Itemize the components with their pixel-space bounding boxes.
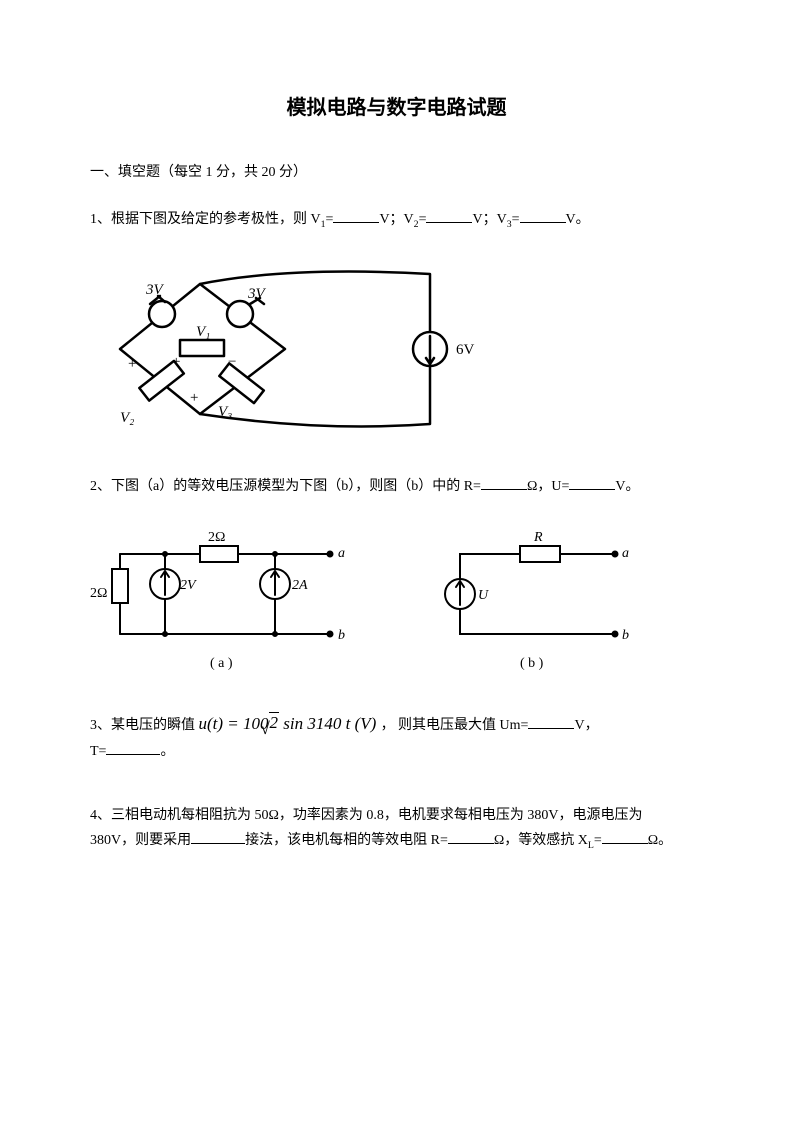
plus: + <box>190 390 198 406</box>
txt: 接法，该电机每相的等效电阻 R= <box>245 833 448 848</box>
label: 3V <box>247 286 267 302</box>
blank <box>481 476 527 490</box>
txt: ， 则其电压最大值 Um= <box>381 718 529 733</box>
blank <box>528 715 574 729</box>
blank <box>569 476 615 490</box>
blank <box>602 830 648 844</box>
plus: + <box>172 354 180 370</box>
label: b <box>338 628 345 643</box>
blank <box>333 209 379 223</box>
sqrt: 2 <box>269 712 280 732</box>
question-1: 1、根据下图及给定的参考极性，则 V1=V；V2=V；V3=V。 <box>90 207 703 233</box>
section-header: 一、填空题（每空 1 分，共 20 分） <box>90 160 703 185</box>
eq: = <box>419 212 427 227</box>
txt: V。 <box>566 212 590 227</box>
txt: V， <box>574 718 598 733</box>
eq: = <box>594 833 602 848</box>
label: R <box>533 530 543 545</box>
f: sin 3140 t (V) <box>279 714 376 733</box>
eq: = <box>512 212 520 227</box>
q2-diagram: 2Ω 2Ω 2V 2A a b ( a ) R U a b ( b ) <box>90 519 703 679</box>
label: a <box>338 546 345 561</box>
question-3: 3、某电压的瞬值 u(t) = 1002√ sin 3140 t (V) ， 则… <box>90 709 703 765</box>
txt: 380V，则要采用 <box>90 833 191 848</box>
label: 2Ω <box>208 530 225 545</box>
label: ( b ) <box>520 656 544 671</box>
label: V₂ <box>120 410 134 426</box>
q2-text: 2、下图（a）的等效电压源模型为下图（b），则图（b）中的 R= <box>90 479 481 494</box>
f: u(t) = 100 <box>199 714 269 733</box>
question-4: 4、三相电动机每相阻抗为 50Ω，功率因素为 0.8，电机要求每相电压为 380… <box>90 803 703 855</box>
formula: u(t) = 1002√ sin 3140 t (V) <box>199 714 381 733</box>
label: 2A <box>292 578 308 593</box>
txt: T= <box>90 744 106 759</box>
label: ( a ) <box>210 656 233 671</box>
txt: V。 <box>615 479 639 494</box>
label: b <box>622 628 629 643</box>
txt: V；V <box>472 212 506 227</box>
minus: − <box>228 354 236 370</box>
txt: Ω，等效感抗 X <box>494 833 588 848</box>
txt: 4、三相电动机每相阻抗为 50Ω，功率因素为 0.8，电机要求每相电压为 380… <box>90 808 643 823</box>
txt: Ω，U= <box>527 479 569 494</box>
txt: Ω。 <box>648 833 672 848</box>
txt: 。 <box>160 744 174 759</box>
plus: + <box>128 356 136 372</box>
label: V₁ <box>196 324 210 340</box>
label: 2V <box>180 578 197 593</box>
blank <box>426 209 472 223</box>
label: a <box>622 546 629 561</box>
question-2: 2、下图（a）的等效电压源模型为下图（b），则图（b）中的 R= Ω，U= V。 <box>90 474 703 499</box>
q3-prefix: 3、某电压的瞬值 <box>90 718 199 733</box>
q1-diagram: 3V 3V 6V V₁ V₂ V₃ + − + + <box>90 254 703 444</box>
blank <box>106 741 160 755</box>
label: 2Ω <box>90 586 107 601</box>
q1-text: 1、根据下图及给定的参考极性，则 V <box>90 212 321 227</box>
eq: = <box>326 212 334 227</box>
label: 6V <box>456 342 475 358</box>
txt: V；V <box>379 212 413 227</box>
blank <box>520 209 566 223</box>
label: V₃ <box>218 404 232 420</box>
blank <box>448 830 494 844</box>
label: U <box>478 588 489 603</box>
label: 3V <box>145 282 165 298</box>
blank <box>191 830 245 844</box>
page-title: 模拟电路与数字电路试题 <box>90 90 703 126</box>
